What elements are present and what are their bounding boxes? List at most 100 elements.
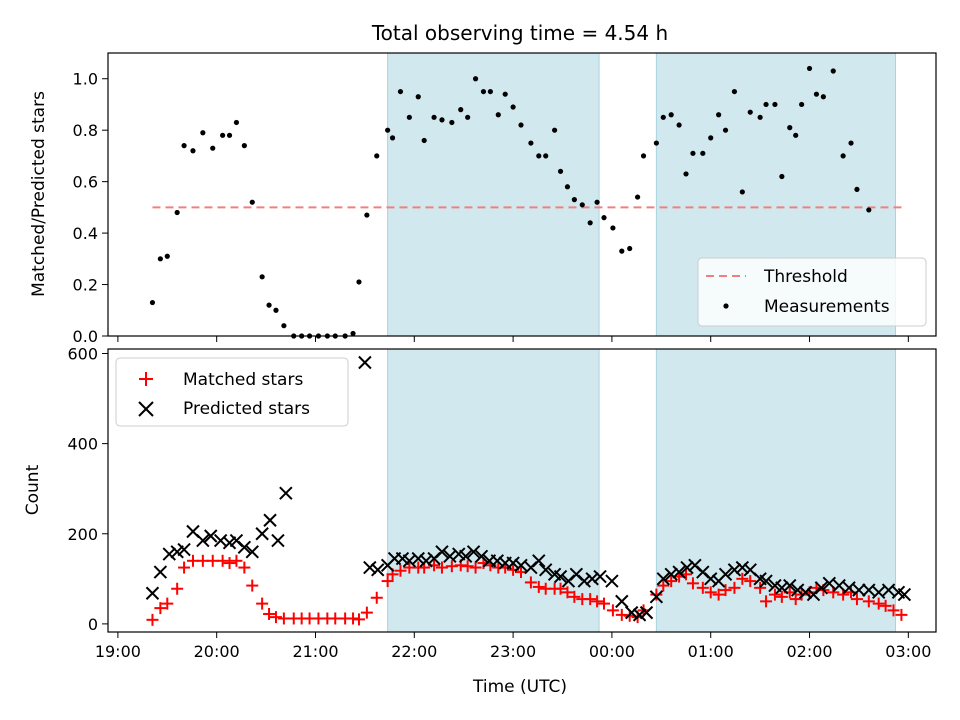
- x-tick-label: 00:00: [589, 642, 635, 661]
- measurement-point: [480, 88, 487, 95]
- measurement-point: [364, 212, 370, 218]
- matched-star-point: [598, 597, 611, 610]
- predicted-star-point: [704, 572, 718, 586]
- predicted-star-point: [145, 586, 160, 600]
- top-legend: Threshold Measurements: [697, 257, 927, 327]
- matched-star-point: [728, 581, 741, 594]
- predicted-star-point: [162, 547, 176, 561]
- top-x-ticks: [117, 336, 909, 342]
- y-tick-label: 0.0: [73, 327, 98, 346]
- predicted-star-point: [279, 486, 293, 500]
- bottom-legend-box: [115, 357, 349, 427]
- bottom-legend: Matched stars Predicted stars: [115, 357, 349, 427]
- measurement-point: [374, 153, 380, 159]
- x-tick-label: 20:00: [194, 642, 240, 661]
- predicted-star-point: [624, 605, 639, 620]
- measurement-point: [668, 112, 674, 118]
- matched-legend-label: Matched stars: [183, 370, 303, 390]
- measurement-point: [233, 119, 240, 126]
- matched-star-point: [216, 554, 229, 567]
- measurement-point: [866, 207, 872, 213]
- measurement-point: [700, 150, 706, 156]
- predicted-star-point: [649, 590, 664, 604]
- predicted-star-point: [419, 554, 433, 568]
- y-tick-label: 1.0: [73, 70, 98, 89]
- matched-star-point: [161, 597, 174, 610]
- measurement-point: [813, 91, 820, 97]
- measurement-point: [220, 132, 226, 138]
- predicted-star-point: [435, 545, 449, 559]
- x-tick-label: 22:00: [391, 642, 437, 661]
- predicted-star-point: [718, 567, 733, 582]
- measurement-point: [557, 168, 564, 174]
- predicted-star-point: [842, 581, 856, 595]
- measurement-point: [181, 143, 187, 149]
- measurement-point: [350, 330, 356, 337]
- measurement-point: [536, 153, 542, 159]
- predicted-star-point: [672, 565, 686, 579]
- measurement-point: [799, 101, 805, 108]
- predicted-star-point: [514, 558, 528, 573]
- x-axis-label: Time (UTC): [472, 677, 567, 697]
- measurement-point: [763, 101, 769, 108]
- predicted-star-point: [153, 565, 168, 579]
- measurement-point: [716, 112, 722, 118]
- matched-star-point: [554, 582, 567, 595]
- measurement-point: [465, 114, 471, 120]
- bottom-plot-frame: [107, 348, 937, 633]
- y-tick-label: 0.6: [73, 173, 98, 192]
- predicted-star-point: [271, 533, 285, 548]
- measurement-point: [587, 220, 593, 226]
- predicted-star-point: [458, 549, 473, 564]
- measurement-point: [389, 135, 396, 141]
- predicted-star-point: [255, 527, 269, 541]
- matched-star-point: [591, 595, 604, 608]
- measurement-point: [787, 125, 793, 131]
- measurement-point: [200, 130, 206, 136]
- matched-star-point: [736, 572, 749, 585]
- measurement-point: [830, 68, 836, 74]
- predicted-star-point: [798, 585, 813, 600]
- predicted-star-point: [474, 549, 489, 564]
- predicted-star-point: [897, 587, 912, 602]
- predicted-star-point: [585, 572, 599, 586]
- chart-title: Total observing time = 4.54 h: [371, 21, 668, 45]
- x-tick-label: 19:00: [95, 642, 141, 661]
- measurement-point: [190, 148, 196, 154]
- measurement-point: [510, 104, 516, 110]
- matched-star-point: [146, 613, 159, 626]
- predicted-star-point: [245, 545, 259, 559]
- measurement-point: [653, 140, 659, 146]
- matched-star-point: [435, 561, 448, 574]
- matched-star-point: [650, 588, 663, 601]
- x-tick-label: 02:00: [786, 642, 832, 661]
- x-tick-label: 21:00: [292, 642, 338, 661]
- matched-star-point: [256, 597, 269, 610]
- matched-star-point: [461, 560, 474, 573]
- measurement-point: [806, 65, 813, 72]
- predicted-star-point: [639, 605, 654, 620]
- matched-star-point: [223, 557, 236, 570]
- measurements-legend-swatch: [723, 303, 729, 309]
- measurement-point: [543, 153, 549, 159]
- measurement-point: [779, 173, 785, 180]
- predicted-star-point: [371, 563, 385, 577]
- predicted-star-point: [656, 572, 671, 586]
- matched-star-point: [584, 593, 597, 606]
- predicted-legend-label: Predicted stars: [183, 399, 310, 419]
- top-legend-box: [697, 257, 927, 327]
- y-tick-label: 600: [67, 345, 98, 364]
- predicted-star-point: [664, 567, 678, 582]
- measurement-points: [149, 65, 872, 339]
- matched-star-point: [895, 608, 908, 621]
- y-tick-label: 0.2: [73, 276, 98, 295]
- matched-star-point: [686, 577, 699, 590]
- matched-star-point: [704, 586, 717, 599]
- top-y-axis-label: Matched/Predicted stars: [29, 91, 49, 297]
- predicted-star-point: [759, 574, 773, 588]
- matched-star-point: [719, 584, 732, 597]
- predicted-star-point: [871, 585, 886, 600]
- matched-star-point: [381, 575, 394, 588]
- matched-star-point: [754, 581, 767, 594]
